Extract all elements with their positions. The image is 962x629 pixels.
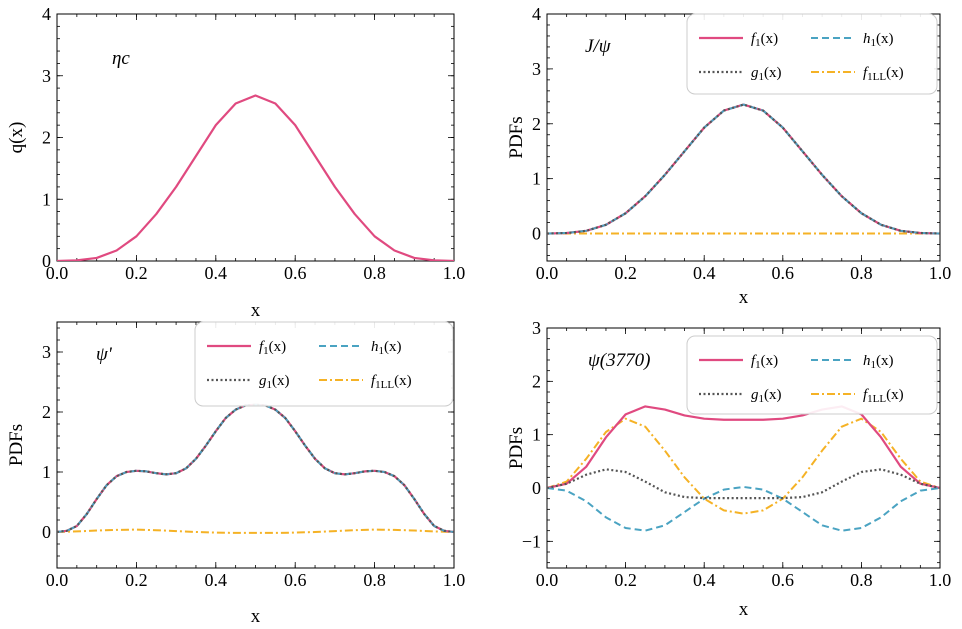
legend-label-h1: h1(x) bbox=[371, 339, 402, 357]
x-tick-label: 0.4 bbox=[693, 263, 716, 283]
legend-label-h1: h1(x) bbox=[863, 353, 894, 371]
panel-annotation: J/ψ bbox=[585, 36, 612, 57]
y-tick-label: 4 bbox=[42, 4, 51, 24]
x-tick-label: 0.2 bbox=[614, 570, 637, 590]
panel-annotation: ηc bbox=[112, 48, 130, 69]
y-tick-label: 1 bbox=[532, 425, 541, 445]
series-line-h1 bbox=[547, 485, 940, 532]
y-tick-label: 4 bbox=[532, 4, 541, 24]
y-tick-label: 1 bbox=[532, 169, 541, 189]
legend: f1(x) h1(x) g1(x) f1LL(x) bbox=[194, 321, 454, 407]
legend-label-h1: h1(x) bbox=[863, 31, 894, 49]
series-line-f1 bbox=[547, 103, 940, 235]
series-line-f1LL bbox=[547, 417, 940, 515]
y-tick-label: 0 bbox=[42, 251, 51, 271]
series-line-g1 bbox=[547, 468, 940, 500]
y-axis-label: PDFs bbox=[6, 424, 27, 466]
x-axis-label: x bbox=[739, 287, 749, 308]
chart-panel-2: 0.0 0.2 0.4 0.6 0.8 1.0 0 1 2 3 4 x PDFs J/ψ f1(x) h1(x… bbox=[506, 4, 951, 308]
legend: f1(x) h1(x) g1(x) f1LL(x) bbox=[686, 335, 938, 415]
series-line-g1 bbox=[57, 403, 454, 534]
x-tick-label: 0.4 bbox=[693, 570, 716, 590]
legend-label-g1: g1(x) bbox=[751, 387, 782, 405]
panel-annotation: ψ' bbox=[96, 344, 113, 365]
y-tick-label: 3 bbox=[42, 342, 51, 362]
x-tick-label: 1.0 bbox=[443, 570, 466, 590]
legend-box bbox=[194, 321, 454, 407]
series-line-h1 bbox=[57, 403, 454, 533]
x-tick-label: 0.0 bbox=[536, 570, 559, 590]
chart-panel-3: 0.0 0.2 0.4 0.6 0.8 1.0 0 1 2 3 x PDFs ψ' f1(x) h1(x) g… bbox=[6, 321, 466, 627]
y-tick-label: 0 bbox=[532, 478, 541, 498]
legend-label-f1LL: f1LL(x) bbox=[863, 387, 904, 405]
legend-box bbox=[686, 335, 938, 415]
y-tick-label: 0 bbox=[532, 224, 541, 244]
x-tick-label: 0.0 bbox=[46, 263, 69, 283]
chart-panel-4: 0.0 0.2 0.4 0.6 0.8 1.0 −1 0 1 2 3 x PDFs ψ(3770) f1(x… bbox=[506, 318, 951, 620]
panel-annotation: ψ(3770) bbox=[588, 350, 650, 371]
legend-label-g1: g1(x) bbox=[751, 65, 782, 83]
y-axis-label: PDFs bbox=[506, 116, 527, 158]
legend-box bbox=[686, 13, 938, 95]
series-line-f1 bbox=[57, 403, 454, 534]
series-line-f1 bbox=[547, 405, 940, 490]
x-tick-label: 0.2 bbox=[125, 263, 148, 283]
legend-label-f1LL: f1LL(x) bbox=[371, 373, 412, 391]
y-tick-label: 2 bbox=[532, 371, 541, 391]
x-tick-label: 0.2 bbox=[614, 263, 637, 283]
y-tick-label: 2 bbox=[42, 402, 51, 422]
y-tick-label: 3 bbox=[532, 59, 541, 79]
y-tick-label: 3 bbox=[42, 66, 51, 86]
chart-panel-1: 0.0 0.2 0.4 0.6 0.8 1.0 0 1 2 3 4 x q(x) ηc bbox=[6, 4, 465, 321]
y-tick-label: 2 bbox=[532, 114, 541, 134]
x-axis-label: x bbox=[251, 606, 261, 627]
series-line-f1LL bbox=[57, 528, 454, 534]
legend-label-g1: g1(x) bbox=[259, 373, 290, 391]
x-axis-label: x bbox=[251, 300, 261, 321]
series-line-g1 bbox=[547, 103, 940, 235]
x-axis-label: x bbox=[739, 599, 749, 620]
x-tick-label: 0.8 bbox=[363, 263, 386, 283]
x-tick-label: 0.8 bbox=[850, 570, 873, 590]
legend-label-f1LL: f1LL(x) bbox=[863, 65, 904, 83]
x-tick-label: 0.2 bbox=[125, 570, 148, 590]
y-tick-label: 1 bbox=[42, 189, 51, 209]
y-tick-label: 0 bbox=[42, 522, 51, 542]
legend-label-f1: f1(x) bbox=[751, 353, 778, 371]
series-line-f1 bbox=[57, 94, 454, 261]
x-tick-label: 1.0 bbox=[929, 570, 952, 590]
x-tick-label: 0.6 bbox=[772, 570, 795, 590]
legend-label-f1: f1(x) bbox=[751, 31, 778, 49]
x-tick-label: 0.8 bbox=[363, 570, 386, 590]
legend: f1(x) h1(x) g1(x) f1LL(x) bbox=[686, 13, 938, 95]
x-tick-label: 0.4 bbox=[205, 263, 228, 283]
series-line-h1 bbox=[547, 103, 940, 235]
x-tick-label: 0.0 bbox=[46, 570, 69, 590]
y-tick-label: 3 bbox=[532, 318, 541, 338]
x-tick-label: 0.6 bbox=[772, 263, 795, 283]
x-tick-label: 0.0 bbox=[536, 263, 559, 283]
y-axis-label: PDFs bbox=[506, 427, 527, 469]
x-tick-label: 1.0 bbox=[929, 263, 952, 283]
y-tick-label: 1 bbox=[42, 462, 51, 482]
x-tick-label: 0.6 bbox=[284, 263, 307, 283]
y-axis-label: q(x) bbox=[6, 122, 27, 154]
x-tick-label: 0.6 bbox=[284, 570, 307, 590]
x-tick-label: 0.4 bbox=[205, 570, 228, 590]
x-tick-label: 0.8 bbox=[850, 263, 873, 283]
y-tick-label: −1 bbox=[522, 531, 541, 551]
legend-label-f1: f1(x) bbox=[259, 339, 286, 357]
x-tick-label: 1.0 bbox=[443, 263, 466, 283]
y-tick-label: 2 bbox=[42, 128, 51, 148]
